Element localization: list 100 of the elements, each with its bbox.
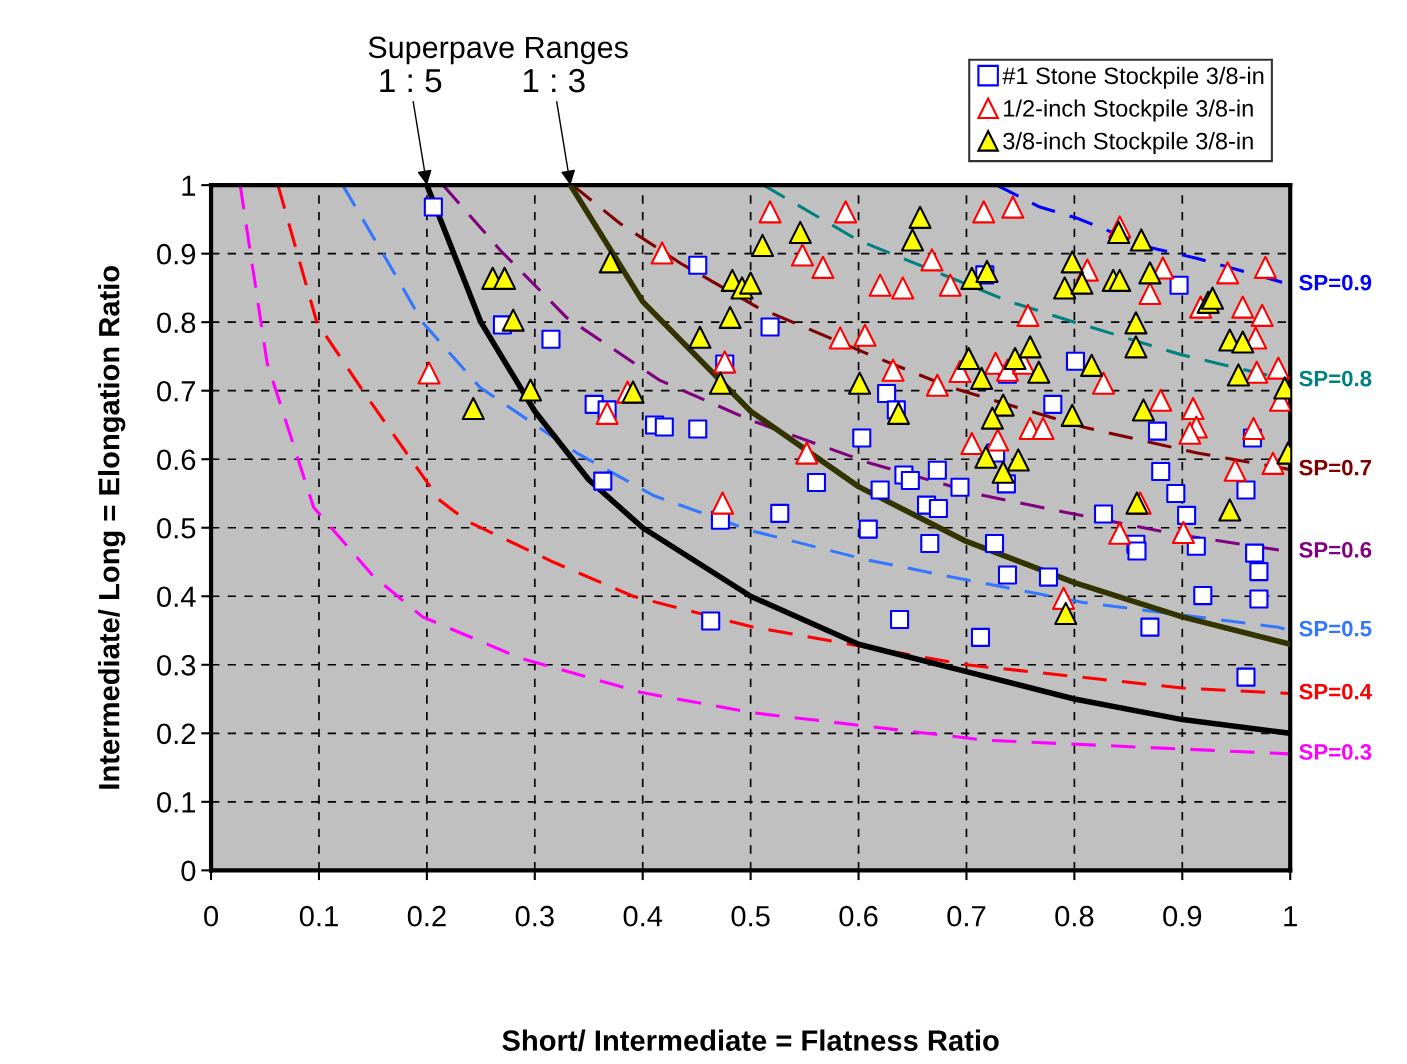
point <box>493 266 517 290</box>
point <box>1140 617 1160 637</box>
point <box>1171 520 1195 545</box>
point <box>960 431 984 456</box>
y-tick-label: 0.1 <box>157 792 196 813</box>
point <box>1080 353 1104 377</box>
point <box>461 396 485 421</box>
point <box>870 480 890 500</box>
point <box>1250 303 1274 327</box>
point <box>927 460 947 480</box>
y-tick-label: 0.4 <box>157 586 196 608</box>
point <box>1060 250 1084 274</box>
point <box>541 329 561 349</box>
point <box>1003 346 1027 371</box>
series-label: SP=0.7 <box>1299 459 1372 476</box>
point <box>1031 416 1055 440</box>
point <box>1053 276 1077 300</box>
point <box>1266 356 1290 380</box>
point <box>688 419 708 439</box>
point <box>852 428 872 448</box>
point <box>986 428 1010 452</box>
point <box>1001 195 1025 219</box>
point <box>1249 589 1269 609</box>
point <box>417 361 441 385</box>
series-label: SP=0.3 <box>1299 744 1372 760</box>
point <box>997 565 1018 585</box>
point <box>739 271 763 295</box>
point <box>881 358 905 382</box>
point <box>750 233 775 258</box>
point <box>991 460 1015 484</box>
point <box>598 250 622 274</box>
point <box>928 499 948 519</box>
x-tick-label: 1 <box>1284 906 1297 927</box>
point <box>518 378 543 402</box>
point <box>891 276 915 300</box>
x-tick-label: 0 <box>204 905 219 927</box>
point <box>593 471 613 491</box>
x-tick-label: 0.8 <box>1055 905 1094 927</box>
point <box>688 325 712 349</box>
point <box>760 317 780 337</box>
point <box>980 406 1004 430</box>
point <box>1129 228 1153 252</box>
y-tick-label: 0 <box>181 860 196 882</box>
point <box>1027 360 1051 384</box>
point <box>1253 255 1277 279</box>
point <box>848 371 872 395</box>
point <box>828 326 852 350</box>
point <box>972 200 996 224</box>
point <box>1181 396 1205 421</box>
point <box>908 205 932 229</box>
point <box>1124 335 1148 359</box>
point <box>853 323 877 347</box>
point <box>1108 521 1132 545</box>
point <box>1241 416 1266 440</box>
point <box>1218 498 1242 522</box>
legend-label: 3/8-inch Stockpile 3/8-in <box>1003 132 1253 155</box>
point <box>1043 394 1063 414</box>
y-tick-label: 0.2 <box>157 723 196 745</box>
point <box>1038 567 1059 587</box>
y-tick-label: 0.7 <box>157 380 196 402</box>
point <box>957 346 981 371</box>
point <box>858 519 878 539</box>
point <box>1093 504 1114 524</box>
point <box>938 273 962 297</box>
point <box>654 417 674 437</box>
point <box>1138 261 1162 285</box>
point <box>974 445 998 469</box>
x-tick-label: 0.3 <box>515 905 554 927</box>
point <box>1178 421 1202 445</box>
point <box>758 200 782 224</box>
point <box>900 228 925 252</box>
point <box>920 533 940 554</box>
point <box>1127 541 1147 561</box>
point <box>795 441 819 465</box>
point <box>1261 451 1285 475</box>
point <box>1124 311 1148 335</box>
point <box>806 472 827 493</box>
point <box>1060 403 1084 427</box>
point <box>1231 295 1255 319</box>
y-tick-label: 0.3 <box>157 654 196 676</box>
point <box>950 477 970 497</box>
text: Superpave Ranges <box>368 36 628 65</box>
point <box>1236 667 1256 687</box>
point <box>1147 421 1168 441</box>
series-label: SP=0.4 <box>1299 683 1372 700</box>
y-axis-title: Intermediate/ Long = Elongation Ratio <box>98 265 126 789</box>
point <box>788 220 812 244</box>
series-label: SP=0.8 <box>1299 370 1372 387</box>
point <box>1177 505 1197 525</box>
y-tick-label: 1 <box>182 175 196 196</box>
point <box>1054 601 1078 625</box>
series-label: SP=0.9 <box>1299 274 1372 291</box>
y-tick-label: 0.6 <box>157 449 196 471</box>
point <box>811 255 835 279</box>
y-tick-label: 0.9 <box>157 243 196 265</box>
point <box>1107 220 1131 244</box>
point <box>1070 271 1094 295</box>
point <box>900 470 920 491</box>
point <box>1193 586 1213 606</box>
point <box>1245 543 1265 563</box>
